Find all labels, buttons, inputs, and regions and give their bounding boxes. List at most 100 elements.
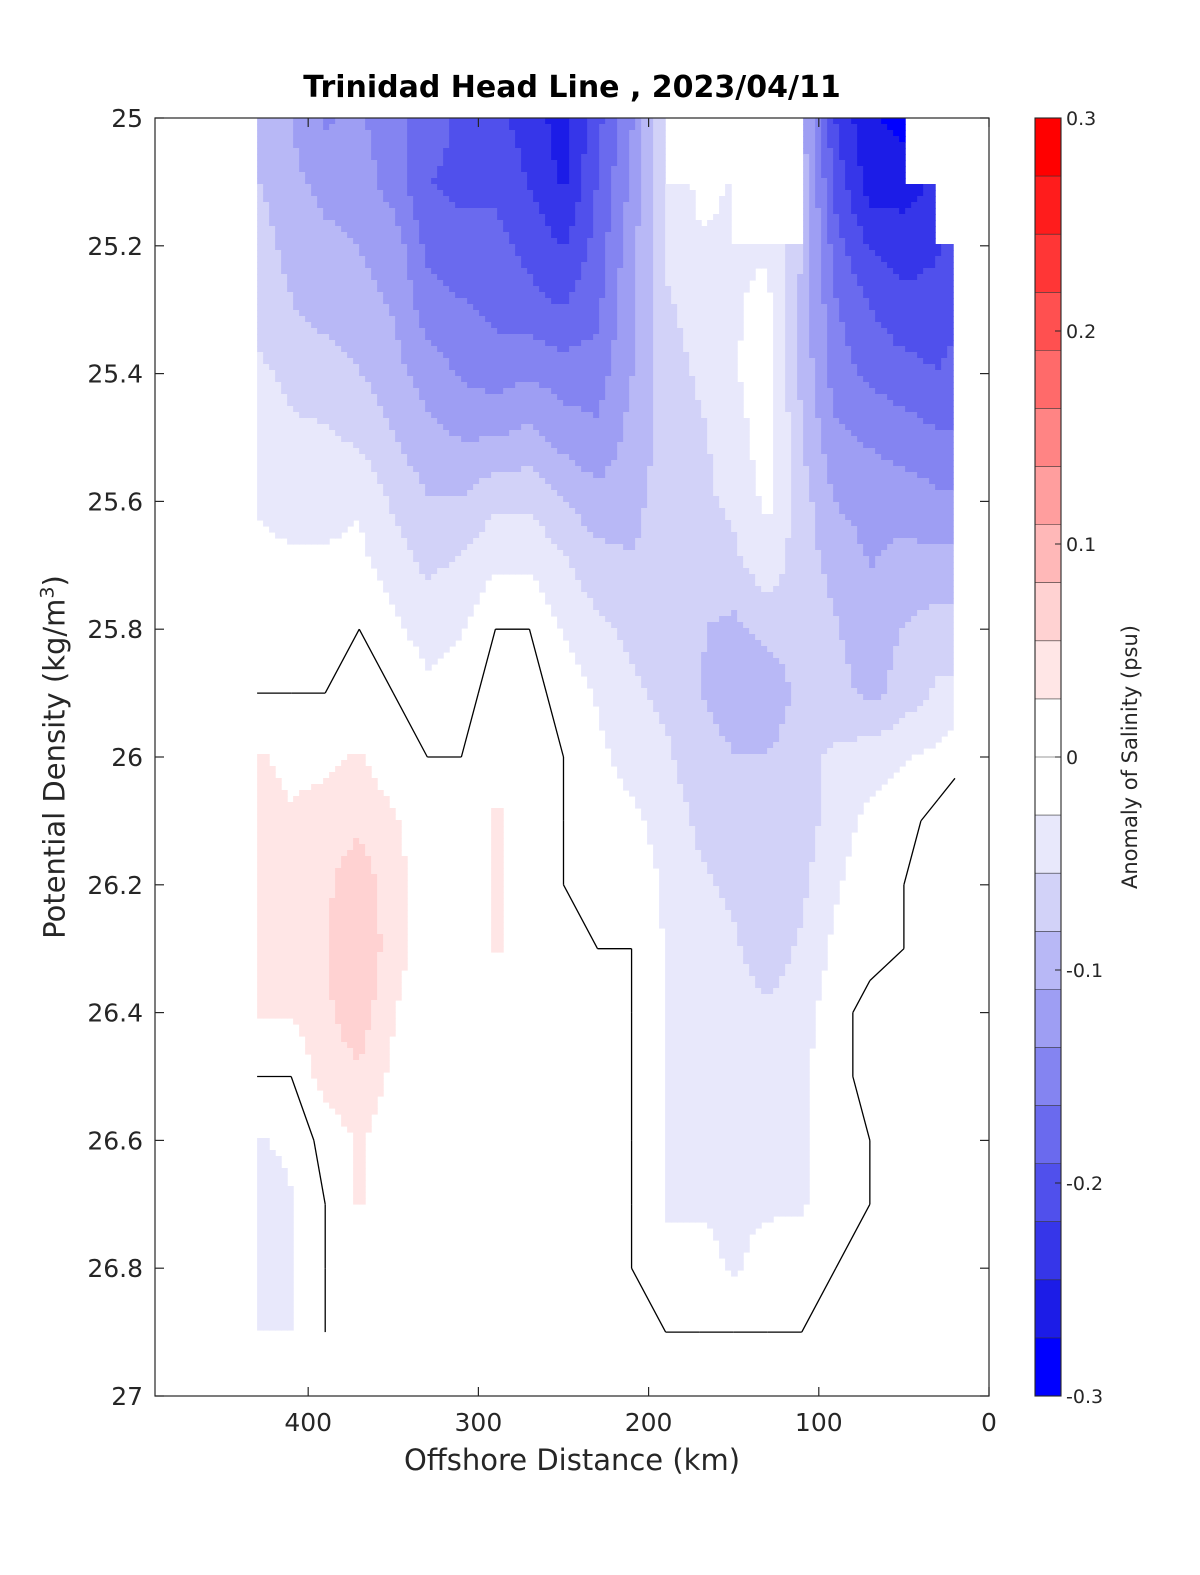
contour-cell <box>515 178 522 185</box>
contour-cell <box>515 124 522 131</box>
contour-cell <box>569 274 576 281</box>
contour-cell <box>587 202 594 209</box>
contour-cell <box>857 346 864 353</box>
contour-cell <box>875 394 882 401</box>
contour-cell <box>479 256 486 263</box>
contour-cell <box>863 124 870 131</box>
contour-cell <box>365 334 372 341</box>
contour-cell <box>677 388 684 395</box>
contour-cell <box>821 340 828 347</box>
contour-cell <box>353 130 360 137</box>
contour-cell <box>617 292 624 299</box>
contour-cell <box>563 274 570 281</box>
contour-cell <box>257 382 264 389</box>
contour-cell <box>665 292 672 299</box>
contour-cell <box>359 250 366 257</box>
contour-cell <box>581 364 588 371</box>
contour-cell <box>263 334 270 341</box>
contour-cell <box>617 268 624 275</box>
contour-cell <box>947 256 954 263</box>
contour-cell <box>449 148 456 155</box>
contour-cell <box>815 364 822 371</box>
contour-cell <box>881 154 888 161</box>
contour-cell <box>857 328 864 335</box>
contour-cell <box>581 196 588 203</box>
contour-cell <box>257 232 264 239</box>
contour-cell <box>467 178 474 185</box>
contour-cell <box>401 202 408 209</box>
contour-cell <box>617 238 624 245</box>
contour-cell <box>401 370 408 377</box>
contour-cell <box>857 154 864 161</box>
contour-cell <box>587 322 594 329</box>
contour-cell <box>563 160 570 167</box>
contour-cell <box>275 262 282 269</box>
contour-cell <box>263 262 270 269</box>
contour-cell <box>623 304 630 311</box>
contour-cell <box>353 148 360 155</box>
contour-cell <box>401 334 408 341</box>
contour-cell <box>335 358 342 365</box>
contour-cell <box>887 280 894 287</box>
contour-cell <box>527 214 534 221</box>
contour-cell <box>599 190 606 197</box>
contour-cell <box>275 268 282 275</box>
contour-cell <box>509 346 516 353</box>
contour-cell <box>569 388 576 395</box>
contour-cell <box>449 244 456 251</box>
contour-cell <box>677 292 684 299</box>
contour-cell <box>311 322 318 329</box>
contour-cell <box>599 376 606 383</box>
contour-cell <box>299 280 306 287</box>
contour-cell <box>425 178 432 185</box>
contour-cell <box>467 136 474 143</box>
contour-cell <box>269 226 276 233</box>
contour-cell <box>299 148 306 155</box>
contour-cell <box>395 316 402 323</box>
contour-cell <box>335 256 342 263</box>
contour-cell <box>851 364 858 371</box>
contour-cell <box>467 250 474 257</box>
contour-cell <box>701 388 708 395</box>
contour-cell <box>503 292 510 299</box>
contour-cell <box>863 370 870 377</box>
contour-cell <box>665 388 672 395</box>
contour-cell <box>269 250 276 257</box>
contour-cell <box>917 226 924 233</box>
contour-cell <box>443 124 450 131</box>
contour-cell <box>485 124 492 131</box>
contour-cell <box>515 328 522 335</box>
contour-cell <box>419 316 426 323</box>
contour-cell <box>863 214 870 221</box>
contour-cell <box>335 328 342 335</box>
contour-cell <box>479 172 486 179</box>
contour-cell <box>341 394 348 401</box>
contour-cell <box>299 334 306 341</box>
contour-cell <box>785 352 792 359</box>
contour-cell <box>293 136 300 143</box>
contour-cell <box>515 190 522 197</box>
contour-cell <box>389 346 396 353</box>
contour-cell <box>629 310 636 317</box>
contour-cell <box>413 160 420 167</box>
contour-cell <box>563 256 570 263</box>
contour-cell <box>539 280 546 287</box>
contour-cell <box>437 262 444 269</box>
contour-cell <box>437 382 444 389</box>
contour-cell <box>719 202 726 209</box>
contour-cell <box>815 160 822 167</box>
contour-cell <box>779 268 786 275</box>
contour-cell <box>413 340 420 347</box>
contour-cell <box>701 358 708 365</box>
contour-cell <box>311 160 318 167</box>
contour-cell <box>887 136 894 143</box>
contour-cell <box>293 358 300 365</box>
contour-cell <box>443 148 450 155</box>
contour-cell <box>353 274 360 281</box>
contour-cell <box>467 352 474 359</box>
contour-cell <box>281 376 288 383</box>
contour-cell <box>599 124 606 131</box>
contour-cell <box>917 274 924 281</box>
contour-cell <box>611 178 618 185</box>
